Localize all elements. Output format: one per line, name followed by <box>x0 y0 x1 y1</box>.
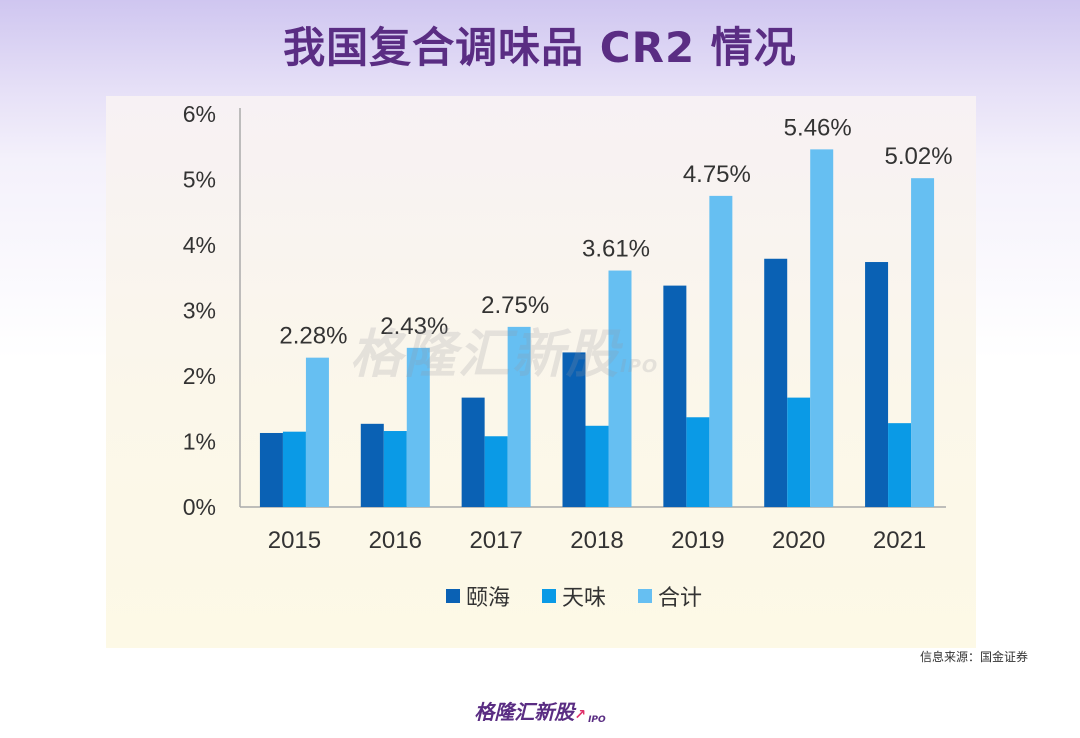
bar-合计-2021 <box>911 178 935 507</box>
bar-chart: 0% 1% 2% 3% 4% 5% 6% 2.28% 2015 2.43% 2016 2.75% 201… <box>183 101 953 611</box>
data-label: 3.61% <box>582 236 650 263</box>
y-tick-label: 1% <box>183 429 216 455</box>
x-tick-label: 2017 <box>469 527 522 554</box>
bar-天味-2021 <box>888 423 912 507</box>
footer-logo: 格隆汇新股↗ IPO <box>0 696 1080 725</box>
x-tick-label: 2016 <box>369 527 422 554</box>
bar-天味-2017 <box>484 436 508 507</box>
bar-颐海-2016 <box>360 423 384 507</box>
bar-颐海-2015 <box>259 432 283 507</box>
legend-swatch <box>542 589 556 603</box>
x-tick-label: 2015 <box>268 527 321 554</box>
bar-天味-2020 <box>787 397 811 507</box>
bar-颐海-2019 <box>663 285 687 507</box>
page-title: 我国复合调味品 CR2 情况 <box>283 23 797 72</box>
y-tick-label: 6% <box>183 101 216 127</box>
data-label: 2.75% <box>481 292 549 319</box>
x-tick-label: 2019 <box>671 527 724 554</box>
y-tick-label: 3% <box>183 298 216 324</box>
footer-logo-text: 格隆汇新股 <box>474 700 575 724</box>
trend-arrow-icon: ↗ <box>574 707 587 723</box>
y-tick-label: 4% <box>183 232 216 258</box>
y-tick-label: 5% <box>183 167 216 193</box>
bar-颐海-2017 <box>461 397 485 507</box>
footer-logo-suffix: IPO <box>588 715 606 725</box>
data-label: 4.75% <box>683 161 751 188</box>
bar-天味-2016 <box>383 431 407 507</box>
chart-panel: 0% 1% 2% 3% 4% 5% 6% 2.28% 2015 2.43% 2016 2.75% 201… <box>106 96 976 648</box>
source-note: 信息来源：国金证券 <box>919 650 1028 664</box>
bar-合计-2016 <box>406 347 430 507</box>
y-tick-label: 0% <box>183 494 216 520</box>
data-label: 5.46% <box>784 114 852 141</box>
x-tick-label: 2018 <box>570 527 623 554</box>
legend-swatch <box>446 589 460 603</box>
data-label: 2.43% <box>380 313 448 340</box>
bar-颐海-2020 <box>764 258 788 507</box>
x-tick-label: 2021 <box>873 527 926 554</box>
bar-颐海-2018 <box>562 352 586 507</box>
bar-合计-2018 <box>608 270 632 507</box>
legend-label: 天味 <box>562 586 606 611</box>
bar-合计-2019 <box>709 195 733 507</box>
bar-天味-2018 <box>585 425 609 507</box>
bar-合计-2015 <box>305 357 329 507</box>
y-tick-label: 2% <box>183 363 216 389</box>
bar-颐海-2021 <box>865 262 889 507</box>
data-label: 2.28% <box>279 323 347 350</box>
bar-天味-2015 <box>282 431 306 507</box>
bar-合计-2020 <box>810 149 834 507</box>
legend-label: 颐海 <box>466 586 510 611</box>
bar-合计-2017 <box>507 326 531 507</box>
data-label: 5.02% <box>885 143 953 170</box>
legend-label: 合计 <box>658 586 702 611</box>
bar-天味-2019 <box>686 417 710 507</box>
x-tick-label: 2020 <box>772 527 825 554</box>
legend-swatch <box>638 589 652 603</box>
